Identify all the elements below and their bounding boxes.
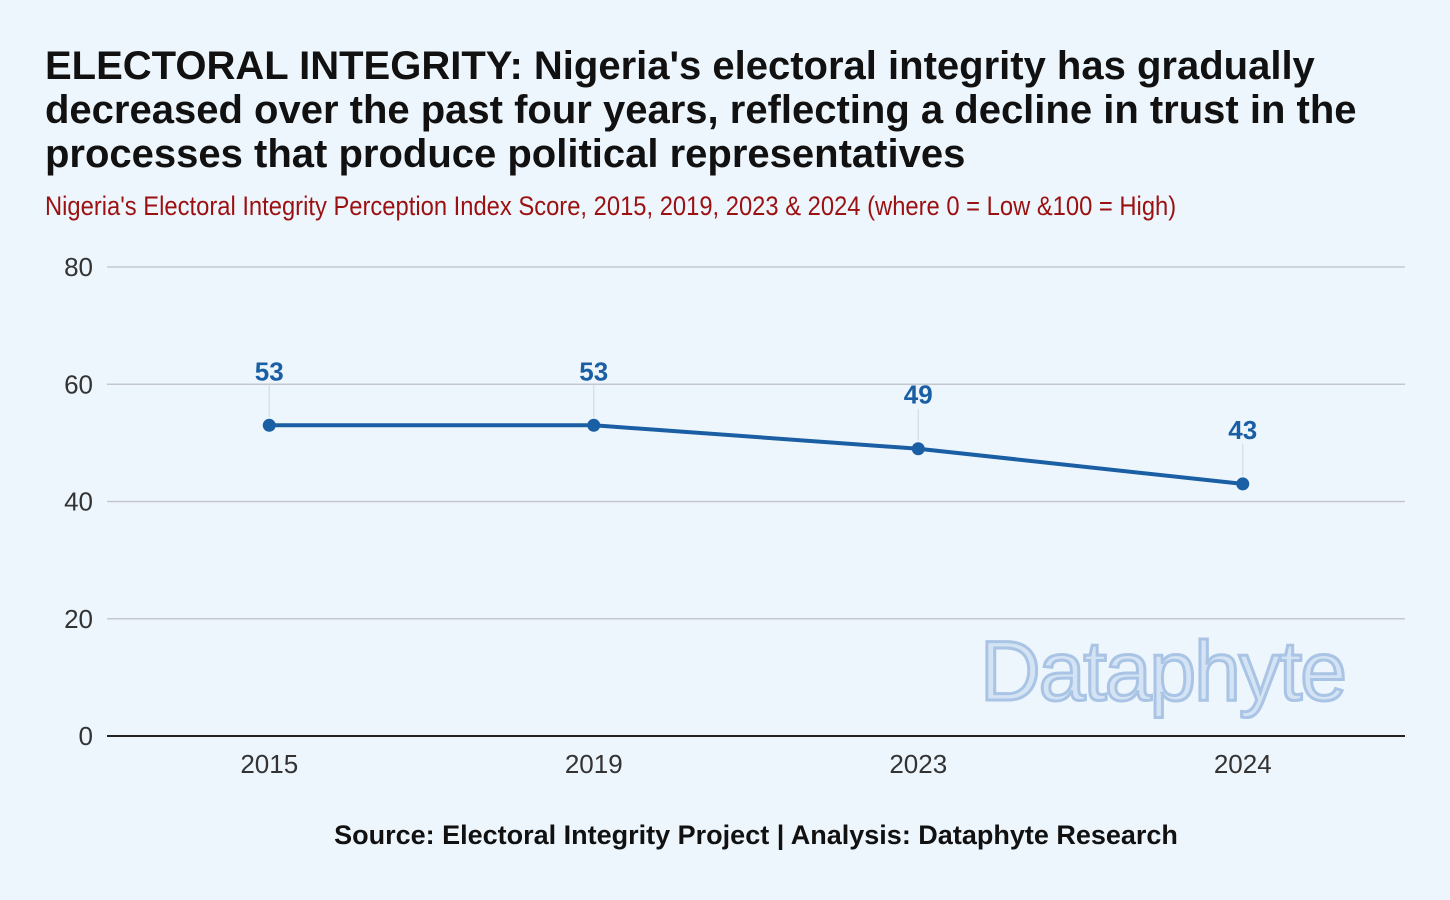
data-label: 43	[1228, 415, 1257, 445]
series-line	[269, 423, 1243, 486]
data-point	[911, 442, 925, 456]
data-labels: 53 53 49 43	[255, 356, 1257, 445]
y-tick-label: 60	[64, 369, 93, 399]
y-tick-label: 40	[64, 487, 93, 517]
data-point	[587, 418, 601, 432]
data-point	[262, 418, 276, 432]
x-tick-label: 2019	[565, 749, 623, 779]
x-tick-label: 2023	[889, 749, 947, 779]
y-tick-label: 0	[79, 721, 93, 751]
data-point	[1236, 477, 1250, 491]
chart-subtitle: Nigeria's Electoral Integrity Perception…	[45, 191, 1177, 221]
gridlines	[107, 266, 1405, 737]
y-tick-label: 20	[64, 604, 93, 634]
x-tick-label: 2015	[240, 749, 298, 779]
label-guides	[268, 385, 1244, 476]
dataphyte-watermark: Dataphyte	[980, 624, 1345, 718]
x-tick-label: 2024	[1214, 749, 1272, 779]
data-label: 53	[579, 356, 608, 386]
y-axis-ticks: 0 20 40 60 80	[64, 252, 93, 751]
chart-title: ELECTORAL INTEGRITY: Nigeria's electoral…	[45, 44, 1357, 176]
data-label: 53	[255, 356, 284, 386]
x-axis-ticks: 2015 2019 2023 2024	[240, 749, 1271, 779]
y-tick-label: 80	[64, 252, 93, 282]
source-note: Source: Electoral Integrity Project | An…	[334, 820, 1178, 850]
series	[262, 418, 1250, 491]
data-label: 49	[904, 380, 933, 410]
